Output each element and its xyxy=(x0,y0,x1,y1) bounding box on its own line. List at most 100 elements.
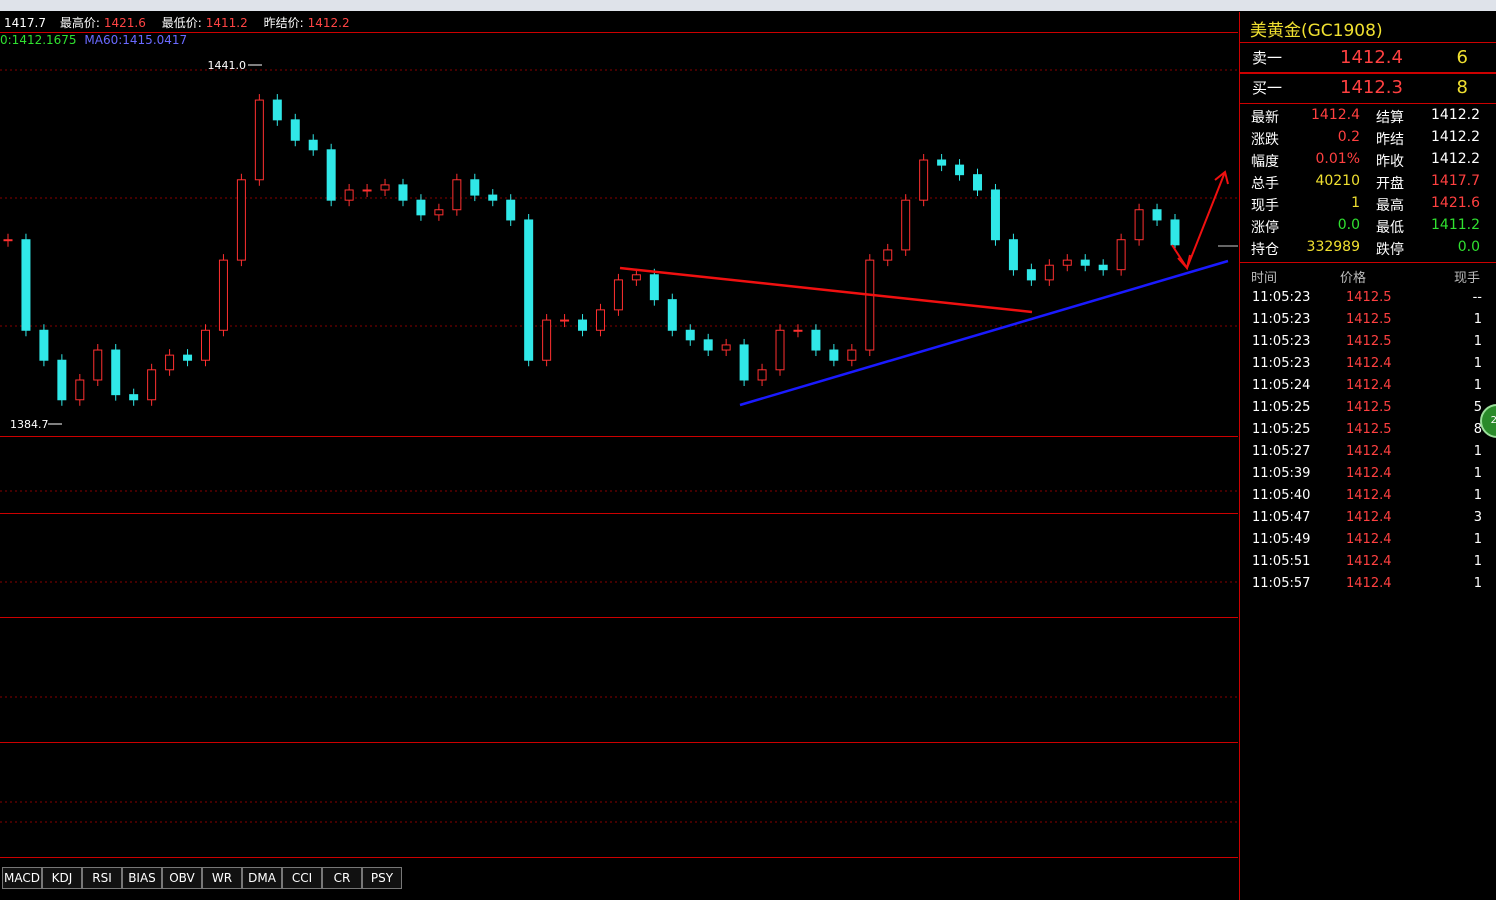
candle xyxy=(39,329,49,361)
trade-time: 11:05:23 xyxy=(1252,312,1311,327)
quote-value: 0.0 xyxy=(1457,239,1480,255)
candle xyxy=(434,209,444,216)
trade-time: 11:05:40 xyxy=(1252,488,1311,503)
value: 1412.2 xyxy=(307,16,350,30)
candle xyxy=(757,369,767,381)
tab[interactable]: PSY xyxy=(362,867,402,889)
label: 昨结价: xyxy=(263,16,304,30)
quote-label: 最新 xyxy=(1251,110,1279,126)
candle xyxy=(75,379,85,401)
quote-value: 1412.4 xyxy=(1311,107,1360,123)
tab[interactable]: MACD xyxy=(2,867,42,889)
tab[interactable]: KDJ xyxy=(42,867,82,889)
candle xyxy=(1026,269,1036,281)
quote-value: 0.0 xyxy=(1337,217,1360,233)
max-label: 1441.0 xyxy=(208,59,247,72)
candle xyxy=(183,354,193,361)
book-label: 买一 xyxy=(1252,79,1283,97)
quote-label: 最高 xyxy=(1376,198,1404,214)
candle xyxy=(649,274,659,301)
candle xyxy=(111,349,121,396)
badge[interactable]: 29 xyxy=(1480,404,1496,438)
candle xyxy=(93,349,103,381)
candle xyxy=(470,179,480,196)
trade-time: 11:05:23 xyxy=(1252,334,1311,349)
candle xyxy=(685,329,695,341)
trade-qty: 1 xyxy=(1473,576,1482,591)
trade-price: 1412.4 xyxy=(1346,356,1392,371)
quote-panel: 美黄金(GC1908) 卖一 1412.4 6 买一 1412.3 8 最新 1412.4 结算… xyxy=(1239,12,1496,900)
trade-time: 11:05:25 xyxy=(1252,400,1311,415)
quote-value: 0.2 xyxy=(1337,129,1360,145)
quote-label: 结算 xyxy=(1376,110,1404,126)
quote-value: 1412.2 xyxy=(1431,107,1480,123)
candle xyxy=(919,159,929,201)
candle xyxy=(1152,209,1162,221)
candle xyxy=(811,329,821,351)
candle xyxy=(1080,259,1090,266)
trade-qty: 5 xyxy=(1473,400,1482,415)
quote-label: 昨收 xyxy=(1376,154,1404,170)
candle xyxy=(847,349,857,361)
trade-time: 11:05:23 xyxy=(1252,356,1311,371)
candle xyxy=(254,99,264,181)
trade-header: 现手 xyxy=(1453,271,1480,286)
trade-price: 1412.4 xyxy=(1346,532,1392,547)
candle xyxy=(488,194,498,201)
candle xyxy=(703,339,713,351)
trend-line xyxy=(739,259,1229,407)
label: 最高价: xyxy=(59,16,100,30)
trade-time: 11:05:57 xyxy=(1252,576,1311,591)
candle xyxy=(667,299,677,331)
candle xyxy=(524,219,534,361)
candle xyxy=(272,99,282,121)
candle xyxy=(721,344,731,351)
candle xyxy=(290,119,300,141)
candle xyxy=(1134,209,1144,241)
tab[interactable]: BIAS xyxy=(122,867,162,889)
candle xyxy=(398,184,408,201)
trade-qty: 1 xyxy=(1473,444,1482,459)
trade-header: 价格 xyxy=(1340,271,1367,286)
chart: 1441.0 1384.7 xyxy=(0,32,1238,858)
dotted-lines xyxy=(0,69,1238,823)
trade-price: 1412.4 xyxy=(1346,554,1392,569)
tab[interactable]: RSI xyxy=(82,867,122,889)
ma-legend: 0:1412.1675 MA60:1415.0417 xyxy=(0,33,187,47)
divider xyxy=(1240,72,1496,74)
ma: 0:1412.1675 xyxy=(0,33,77,47)
candle xyxy=(344,189,354,201)
candle xyxy=(865,259,875,351)
trade-qty: 1 xyxy=(1473,312,1482,327)
trade-time: 11:05:39 xyxy=(1252,466,1311,481)
trade-time: 11:05:25 xyxy=(1252,422,1311,437)
tab[interactable]: DMA xyxy=(242,867,282,889)
book-price: 1412.4 xyxy=(1340,47,1403,68)
ma: MA60:1415.0417 xyxy=(84,33,188,47)
tab[interactable]: OBV xyxy=(162,867,202,889)
trade-time: 11:05:24 xyxy=(1252,378,1311,393)
candle xyxy=(631,274,641,281)
candle xyxy=(218,259,228,331)
trade-price: 1412.5 xyxy=(1346,290,1392,305)
book-qty: 8 xyxy=(1456,77,1468,98)
trade-price: 1412.5 xyxy=(1346,422,1392,437)
trade-time: 11:05:49 xyxy=(1252,532,1311,547)
trade-qty: 1 xyxy=(1473,554,1482,569)
candle xyxy=(542,319,552,361)
trade-qty: 1 xyxy=(1473,378,1482,393)
divider xyxy=(1240,262,1496,263)
trade-time: 11:05:51 xyxy=(1252,554,1311,569)
tab[interactable]: CR xyxy=(322,867,362,889)
divider xyxy=(1240,103,1496,104)
min-label: 1384.7 xyxy=(10,418,49,431)
candle xyxy=(990,189,1000,241)
candle xyxy=(21,239,31,331)
candle xyxy=(1116,239,1126,271)
candle xyxy=(1170,219,1180,246)
tab[interactable]: WR xyxy=(202,867,242,889)
tab[interactable]: CCI xyxy=(282,867,322,889)
trade-price: 1412.4 xyxy=(1346,488,1392,503)
trade-price: 1412.5 xyxy=(1346,400,1392,415)
quote-label: 最低 xyxy=(1376,220,1404,236)
